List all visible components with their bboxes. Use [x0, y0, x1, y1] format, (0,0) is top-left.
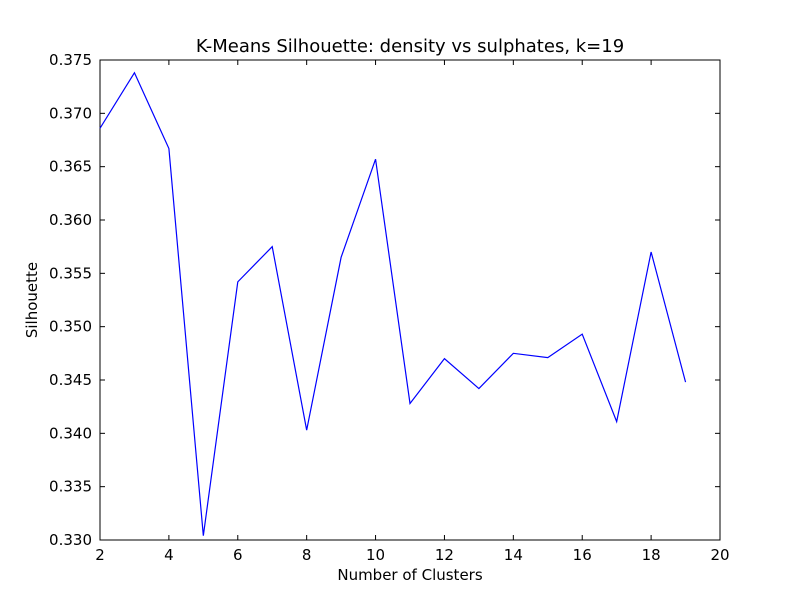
x-tick-label: 4: [164, 546, 174, 564]
x-tick-label: 20: [710, 546, 729, 564]
y-tick-label: 0.355: [49, 264, 92, 282]
y-tick-label: 0.375: [49, 51, 92, 69]
x-tick-label: 18: [642, 546, 661, 564]
y-tick-label: 0.350: [49, 318, 92, 336]
plot-area: 2 4 6 8 10 12 14 16 18 20 0.330 0.335 0.340 0.345 0.35…: [49, 51, 730, 564]
y-tick-label: 0.370: [49, 104, 92, 122]
y-tick-label: 0.330: [49, 531, 92, 549]
plot-frame: [99, 59, 721, 541]
y-axis-label: Silhouette: [23, 262, 41, 338]
y-tick-label: 0.345: [49, 371, 92, 389]
x-axis-label: Number of Clusters: [337, 566, 482, 584]
y-tick-label: 0.335: [49, 478, 92, 496]
x-tick-label: 6: [233, 546, 243, 564]
x-tick-label: 2: [95, 546, 105, 564]
x-tick-label: 12: [435, 546, 454, 564]
chart-title: K-Means Silhouette: density vs sulphates…: [196, 36, 624, 57]
y-tick-label: 0.365: [49, 158, 92, 176]
x-tick-label: 8: [302, 546, 312, 564]
y-tick-label: 0.360: [49, 211, 92, 229]
x-tick-label: 14: [504, 546, 523, 564]
series-line-0: [99, 71, 687, 536]
y-tick-label: 0.340: [49, 424, 92, 442]
x-tick-label: 16: [573, 546, 592, 564]
x-tick-label: 10: [366, 546, 385, 564]
